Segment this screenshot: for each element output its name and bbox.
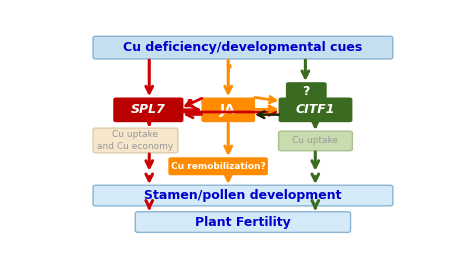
FancyBboxPatch shape: [201, 98, 255, 122]
Text: ?: ?: [302, 85, 310, 98]
FancyBboxPatch shape: [93, 128, 178, 153]
FancyBboxPatch shape: [279, 98, 352, 122]
FancyBboxPatch shape: [279, 131, 352, 151]
FancyBboxPatch shape: [135, 212, 351, 232]
Text: Cu uptake: Cu uptake: [292, 136, 338, 145]
Text: Stamen/pollen development: Stamen/pollen development: [144, 189, 342, 202]
Text: Plant Fertility: Plant Fertility: [195, 215, 291, 229]
Text: SPL7: SPL7: [131, 103, 166, 116]
Text: ?: ?: [226, 64, 232, 73]
FancyBboxPatch shape: [93, 185, 393, 206]
Text: ?: ?: [266, 98, 273, 108]
FancyBboxPatch shape: [93, 36, 393, 59]
Text: JA: JA: [220, 103, 236, 117]
Text: Cu deficiency/developmental cues: Cu deficiency/developmental cues: [123, 41, 363, 54]
FancyBboxPatch shape: [286, 82, 327, 101]
FancyBboxPatch shape: [168, 157, 268, 175]
FancyBboxPatch shape: [113, 98, 183, 122]
Text: Cu remobilization?: Cu remobilization?: [171, 162, 265, 171]
Text: ?: ?: [186, 99, 193, 109]
Text: CITF1: CITF1: [296, 103, 335, 116]
Text: Cu uptake
and Cu economy: Cu uptake and Cu economy: [97, 130, 173, 151]
